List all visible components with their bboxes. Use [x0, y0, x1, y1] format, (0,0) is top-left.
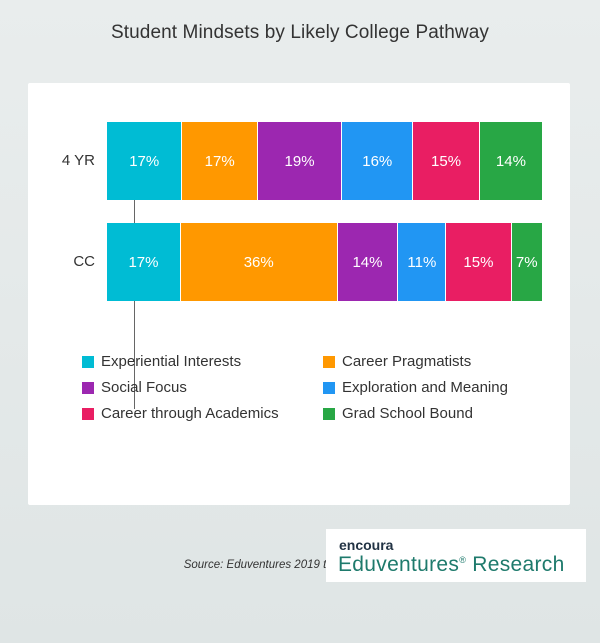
legend-item: Career Pragmatists [323, 353, 471, 370]
legend-item: Experiential Interests [82, 353, 241, 370]
bar-segment: 7% [511, 223, 542, 301]
bar-segment: 17% [107, 122, 183, 200]
bar-segment: 15% [446, 223, 512, 301]
legend-label: Career through Academics [101, 405, 279, 422]
legend-item: Career through Academics [82, 405, 279, 422]
bar-segment: 15% [413, 122, 480, 200]
data-label: 17% [128, 253, 159, 271]
data-label: 19% [284, 152, 315, 170]
legend-swatch [82, 381, 94, 394]
data-label: 14% [495, 152, 526, 170]
bar-row: 17% 17% 19% 16% 15% 14% [107, 122, 542, 200]
bar-segment: 36% [180, 223, 338, 301]
legend-swatch [323, 355, 335, 368]
legend-label: Social Focus [101, 379, 187, 396]
bar-row: 17% 36% 14% 11% 15% 7% [107, 223, 542, 301]
chart-panel: 4 YR CC 17% 17% 19% 16% 15% 14% 17% 36% 14% 11% 15%… [28, 83, 570, 571]
legend-label: Exploration and Meaning [342, 379, 508, 396]
data-label: 11% [407, 253, 437, 271]
bar-segment: 16% [342, 122, 414, 200]
legend-item: Exploration and Meaning [323, 379, 508, 396]
legend-swatch [323, 407, 335, 420]
category-label: CC [73, 253, 95, 270]
data-label: 17% [204, 152, 235, 170]
legend-swatch [82, 407, 94, 420]
data-label: 15% [431, 152, 462, 170]
data-label: 14% [352, 253, 383, 271]
data-label: 17% [129, 152, 160, 170]
data-label: 36% [243, 253, 274, 271]
legend-label: Career Pragmatists [342, 353, 472, 370]
bar-segment: 19% [257, 122, 343, 200]
legend-label: Experiential Interests [101, 353, 242, 370]
data-label: 16% [362, 152, 393, 170]
legend-swatch [323, 381, 335, 394]
bar-segment: 17% [107, 223, 181, 301]
category-label: 4 YR [61, 152, 95, 169]
encoura-logo-text: encoura [339, 537, 394, 553]
bar-segment: 14% [479, 122, 542, 200]
eduventures-logo: encoura Eduventures® Research [326, 529, 586, 582]
bar-segment: 11% [398, 223, 447, 301]
bar-segment: 17% [182, 122, 258, 200]
data-label: 7% [515, 253, 538, 271]
chart-title: Student Mindsets by Likely College Pathw… [110, 22, 490, 43]
data-label: 15% [463, 253, 494, 271]
legend-label: Grad School Bound [342, 405, 473, 422]
eduventures-research-logo-text: Eduventures® Research [338, 553, 565, 576]
legend-item: Social Focus [82, 379, 187, 396]
legend-item: Grad School Bound [323, 405, 473, 422]
legend-swatch [82, 355, 94, 368]
bar-segment: 14% [337, 223, 399, 301]
